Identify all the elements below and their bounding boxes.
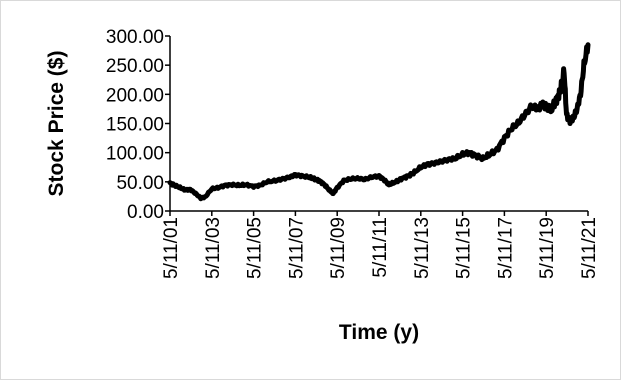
y-tick-label: 200.00 — [106, 85, 164, 106]
x-tick-label: 5/11/05 — [245, 217, 266, 279]
y-axis-tick-labels: 0.00 50.00 100.00 150.00 200.00 250.00 300.00 — [106, 27, 164, 223]
x-tick-label: 5/11/03 — [203, 217, 224, 279]
x-tick-label: 5/11/11 — [370, 217, 391, 278]
x-tick-label: 5/11/09 — [328, 217, 349, 279]
x-tick-label: 5/11/15 — [454, 217, 475, 279]
y-tick-label: 300.00 — [106, 27, 164, 48]
x-tick-label: 5/11/07 — [286, 217, 307, 279]
x-axis-tick-labels: 5/11/01 5/11/03 5/11/05 5/11/07 5/11/09 5/11/… — [161, 217, 600, 279]
x-tick-label: 5/11/17 — [495, 217, 516, 279]
x-tick-label: 5/11/01 — [161, 217, 182, 279]
y-axis-title: Stock Price ($) — [45, 51, 68, 197]
x-tick-label: 5/11/21 — [579, 217, 600, 279]
y-tick-label: 50.00 — [116, 173, 164, 194]
y-tick-label: 250.00 — [106, 56, 164, 77]
x-axis-title: Time (y) — [339, 321, 419, 344]
stock-price-series-line — [167, 42, 591, 202]
x-tick-label: 5/11/13 — [412, 217, 433, 279]
y-axis-tick-marks — [165, 35, 170, 212]
x-tick-label: 5/11/19 — [537, 217, 558, 279]
y-tick-label: 100.00 — [106, 144, 164, 165]
x-axis-tick-marks — [169, 211, 589, 216]
y-tick-label: 0.00 — [127, 202, 164, 223]
y-tick-label: 150.00 — [106, 115, 164, 136]
